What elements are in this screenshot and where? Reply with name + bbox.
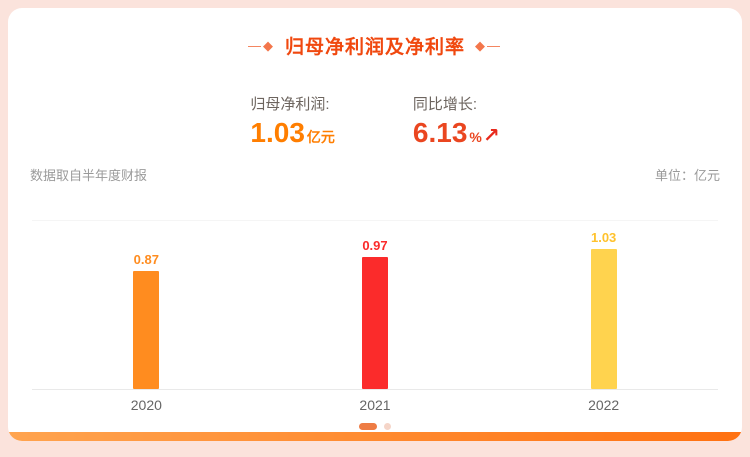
bar-2022[interactable] xyxy=(590,248,617,389)
bar-group-2021: 0.97 xyxy=(262,238,488,389)
x-axis-labels: 2020 2021 2022 xyxy=(32,390,718,413)
stat-yoy-growth-value: 6.13 %↗ xyxy=(412,117,500,149)
stat-yoy-growth-number: 6.13 xyxy=(412,117,468,148)
stat-net-profit-value: 1.03 亿元 xyxy=(250,117,335,149)
bar-2021[interactable] xyxy=(361,256,388,389)
page-title: 归母净利润及净利率 xyxy=(284,37,465,58)
bar-value-label: 0.87 xyxy=(133,251,159,267)
pagination-dot[interactable] xyxy=(359,422,377,430)
bar-value-label: 0.97 xyxy=(362,237,388,253)
bar-chart: 0.87 0.97 1.03 xyxy=(32,219,718,390)
title-deco-right-icon: ◆— xyxy=(475,37,502,53)
x-axis-label-2021: 2021 xyxy=(359,396,391,413)
bar-2020[interactable] xyxy=(133,270,160,389)
stat-net-profit-unit: 亿元 xyxy=(306,129,335,145)
up-arrow-icon: ↗ xyxy=(482,125,500,147)
stat-yoy-growth-label: 同比增长: xyxy=(412,96,478,113)
bar-group-2020: 0.87 xyxy=(33,252,259,389)
title-row: —◆ 归母净利润及净利率 ◆— xyxy=(8,32,742,59)
stats-row: 归母净利润: 1.03 亿元 同比增长: 6.13 %↗ xyxy=(8,93,742,149)
bar-value-label: 1.03 xyxy=(590,229,617,245)
pagination xyxy=(8,422,742,430)
pagination-dot[interactable] xyxy=(384,422,391,430)
data-source-note: 数据取自半年度财报 xyxy=(30,167,148,183)
stat-net-profit: 归母净利润: 1.03 亿元 xyxy=(250,93,335,149)
meta-row: 数据取自半年度财报 单位：亿元 xyxy=(30,165,720,184)
x-axis-label-2020: 2020 xyxy=(130,396,162,413)
footer-accent-strip xyxy=(8,432,742,441)
unit-note: 单位：亿元 xyxy=(654,167,720,183)
title-deco-left-icon: —◆ xyxy=(247,37,275,53)
x-axis-label-2022: 2022 xyxy=(588,396,620,413)
stat-net-profit-number: 1.03 xyxy=(250,117,305,148)
bar-group-2022: 1.03 xyxy=(490,230,716,389)
report-card: —◆ 归母净利润及净利率 ◆— 归母净利润: 1.03 亿元 同比增长: 6.13… xyxy=(8,8,742,441)
stat-net-profit-label: 归母净利润: xyxy=(250,96,330,113)
stat-yoy-growth: 同比增长: 6.13 %↗ xyxy=(413,93,500,149)
stat-yoy-growth-unit: % xyxy=(469,129,482,145)
